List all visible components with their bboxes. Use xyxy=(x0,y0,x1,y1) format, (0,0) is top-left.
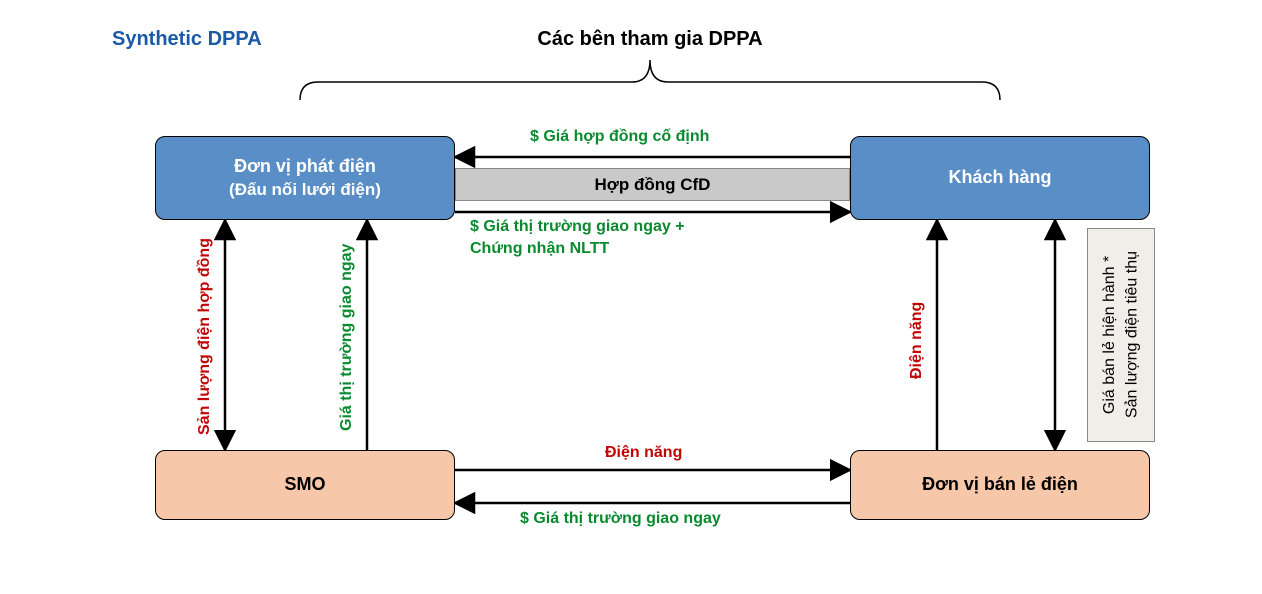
label-contract-volume: Sản lượng điện hợp đồng xyxy=(196,232,214,442)
title-synthetic-dppa: Synthetic DPPA xyxy=(112,28,262,51)
side-note-line1: Giá bán lẻ hiện hành * xyxy=(1101,256,1118,414)
label-energy-retailer-customer: Điện năng xyxy=(908,290,926,390)
cfd-contract-box: Hợp đồng CfD xyxy=(455,168,850,201)
label-cfd-fixed-price: $ Giá hợp đồng cố định xyxy=(530,128,709,146)
side-note-line2: Sản lượng điện tiêu thụ xyxy=(1123,251,1140,418)
node-customer: Khách hàng xyxy=(850,136,1150,220)
title-participants: Các bên tham gia DPPA xyxy=(500,28,800,51)
diagram-canvas: Synthetic DPPA Các bên tham gia DPPA Đơn… xyxy=(0,0,1262,594)
label-spot-price-vertical: Giá thị trường giao ngay xyxy=(338,232,356,442)
node-generator: Đơn vị phát điện (Đấu nối lưới điện) xyxy=(155,136,455,220)
label-spot-price-smo-retailer: $ Giá thị trường giao ngay xyxy=(520,510,721,528)
node-generator-line1: Đơn vị phát điện xyxy=(234,155,376,178)
label-cfd-spot-line2: Chứng nhận NLTT xyxy=(470,240,609,258)
label-energy-smo-retailer: Điện năng xyxy=(605,444,682,462)
side-note-retail-price: Giá bán lẻ hiện hành * Sản lượng điện ti… xyxy=(1087,228,1155,442)
node-smo: SMO xyxy=(155,450,455,520)
node-generator-line2: (Đấu nối lưới điện) xyxy=(229,179,381,201)
label-cfd-spot-line1: $ Giá thị trường giao ngay + xyxy=(470,218,685,236)
node-retailer: Đơn vị bán lẻ điện xyxy=(850,450,1150,520)
